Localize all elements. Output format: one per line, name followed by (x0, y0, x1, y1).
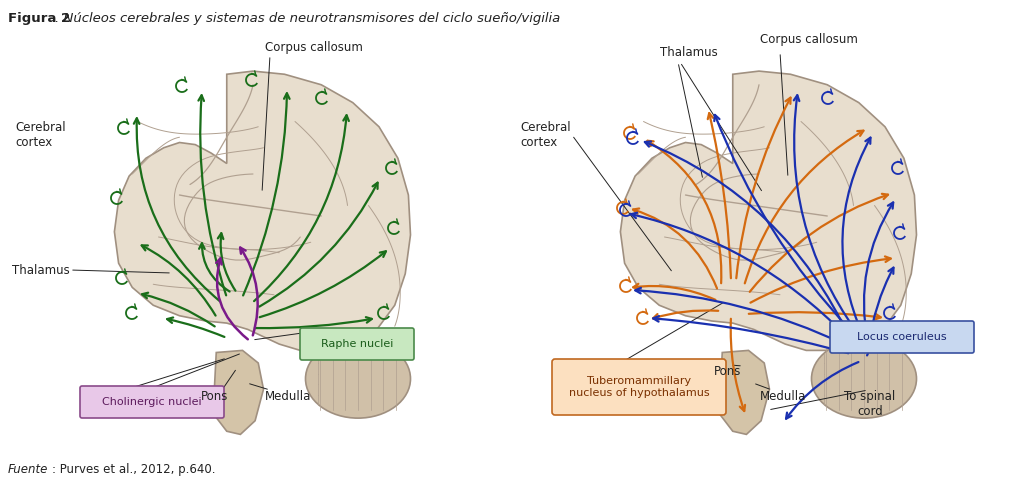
Text: Tuberomammillary
nucleus of hypothalamus: Tuberomammillary nucleus of hypothalamus (568, 376, 710, 398)
Text: Cholinergic nuclei: Cholinergic nuclei (102, 397, 202, 407)
Text: Figura 2: Figura 2 (8, 12, 70, 25)
FancyBboxPatch shape (80, 386, 224, 418)
Polygon shape (115, 71, 411, 350)
Text: Thalamus: Thalamus (12, 264, 70, 277)
Text: Pons: Pons (715, 365, 741, 378)
FancyBboxPatch shape (552, 359, 726, 415)
Ellipse shape (305, 339, 411, 418)
Text: . Núcleos cerebrales y sistemas de neurotransmisores del ciclo sueño/vigilia: . Núcleos cerebrales y sistemas de neuro… (55, 12, 560, 25)
Text: Thalamus: Thalamus (660, 45, 718, 59)
Text: Corpus callosum: Corpus callosum (265, 41, 362, 55)
Text: To spinal
cord: To spinal cord (845, 390, 896, 418)
Text: Medulla: Medulla (265, 390, 311, 403)
Polygon shape (213, 350, 263, 434)
Ellipse shape (811, 339, 916, 418)
Text: Fuente: Fuente (8, 463, 48, 476)
Text: Medulla: Medulla (760, 390, 806, 403)
Polygon shape (621, 71, 916, 350)
Text: : Purves et al., 2012, p.640.: : Purves et al., 2012, p.640. (52, 463, 215, 476)
Polygon shape (719, 350, 769, 434)
Text: Locus coeruleus: Locus coeruleus (857, 332, 947, 342)
Text: Cerebral
cortex: Cerebral cortex (15, 121, 66, 149)
Text: Cerebral
cortex: Cerebral cortex (520, 121, 570, 149)
Text: Pons: Pons (202, 390, 228, 403)
FancyBboxPatch shape (300, 328, 414, 360)
Text: Raphe nuclei: Raphe nuclei (321, 339, 393, 349)
Text: Corpus callosum: Corpus callosum (760, 33, 858, 47)
FancyBboxPatch shape (830, 321, 974, 353)
